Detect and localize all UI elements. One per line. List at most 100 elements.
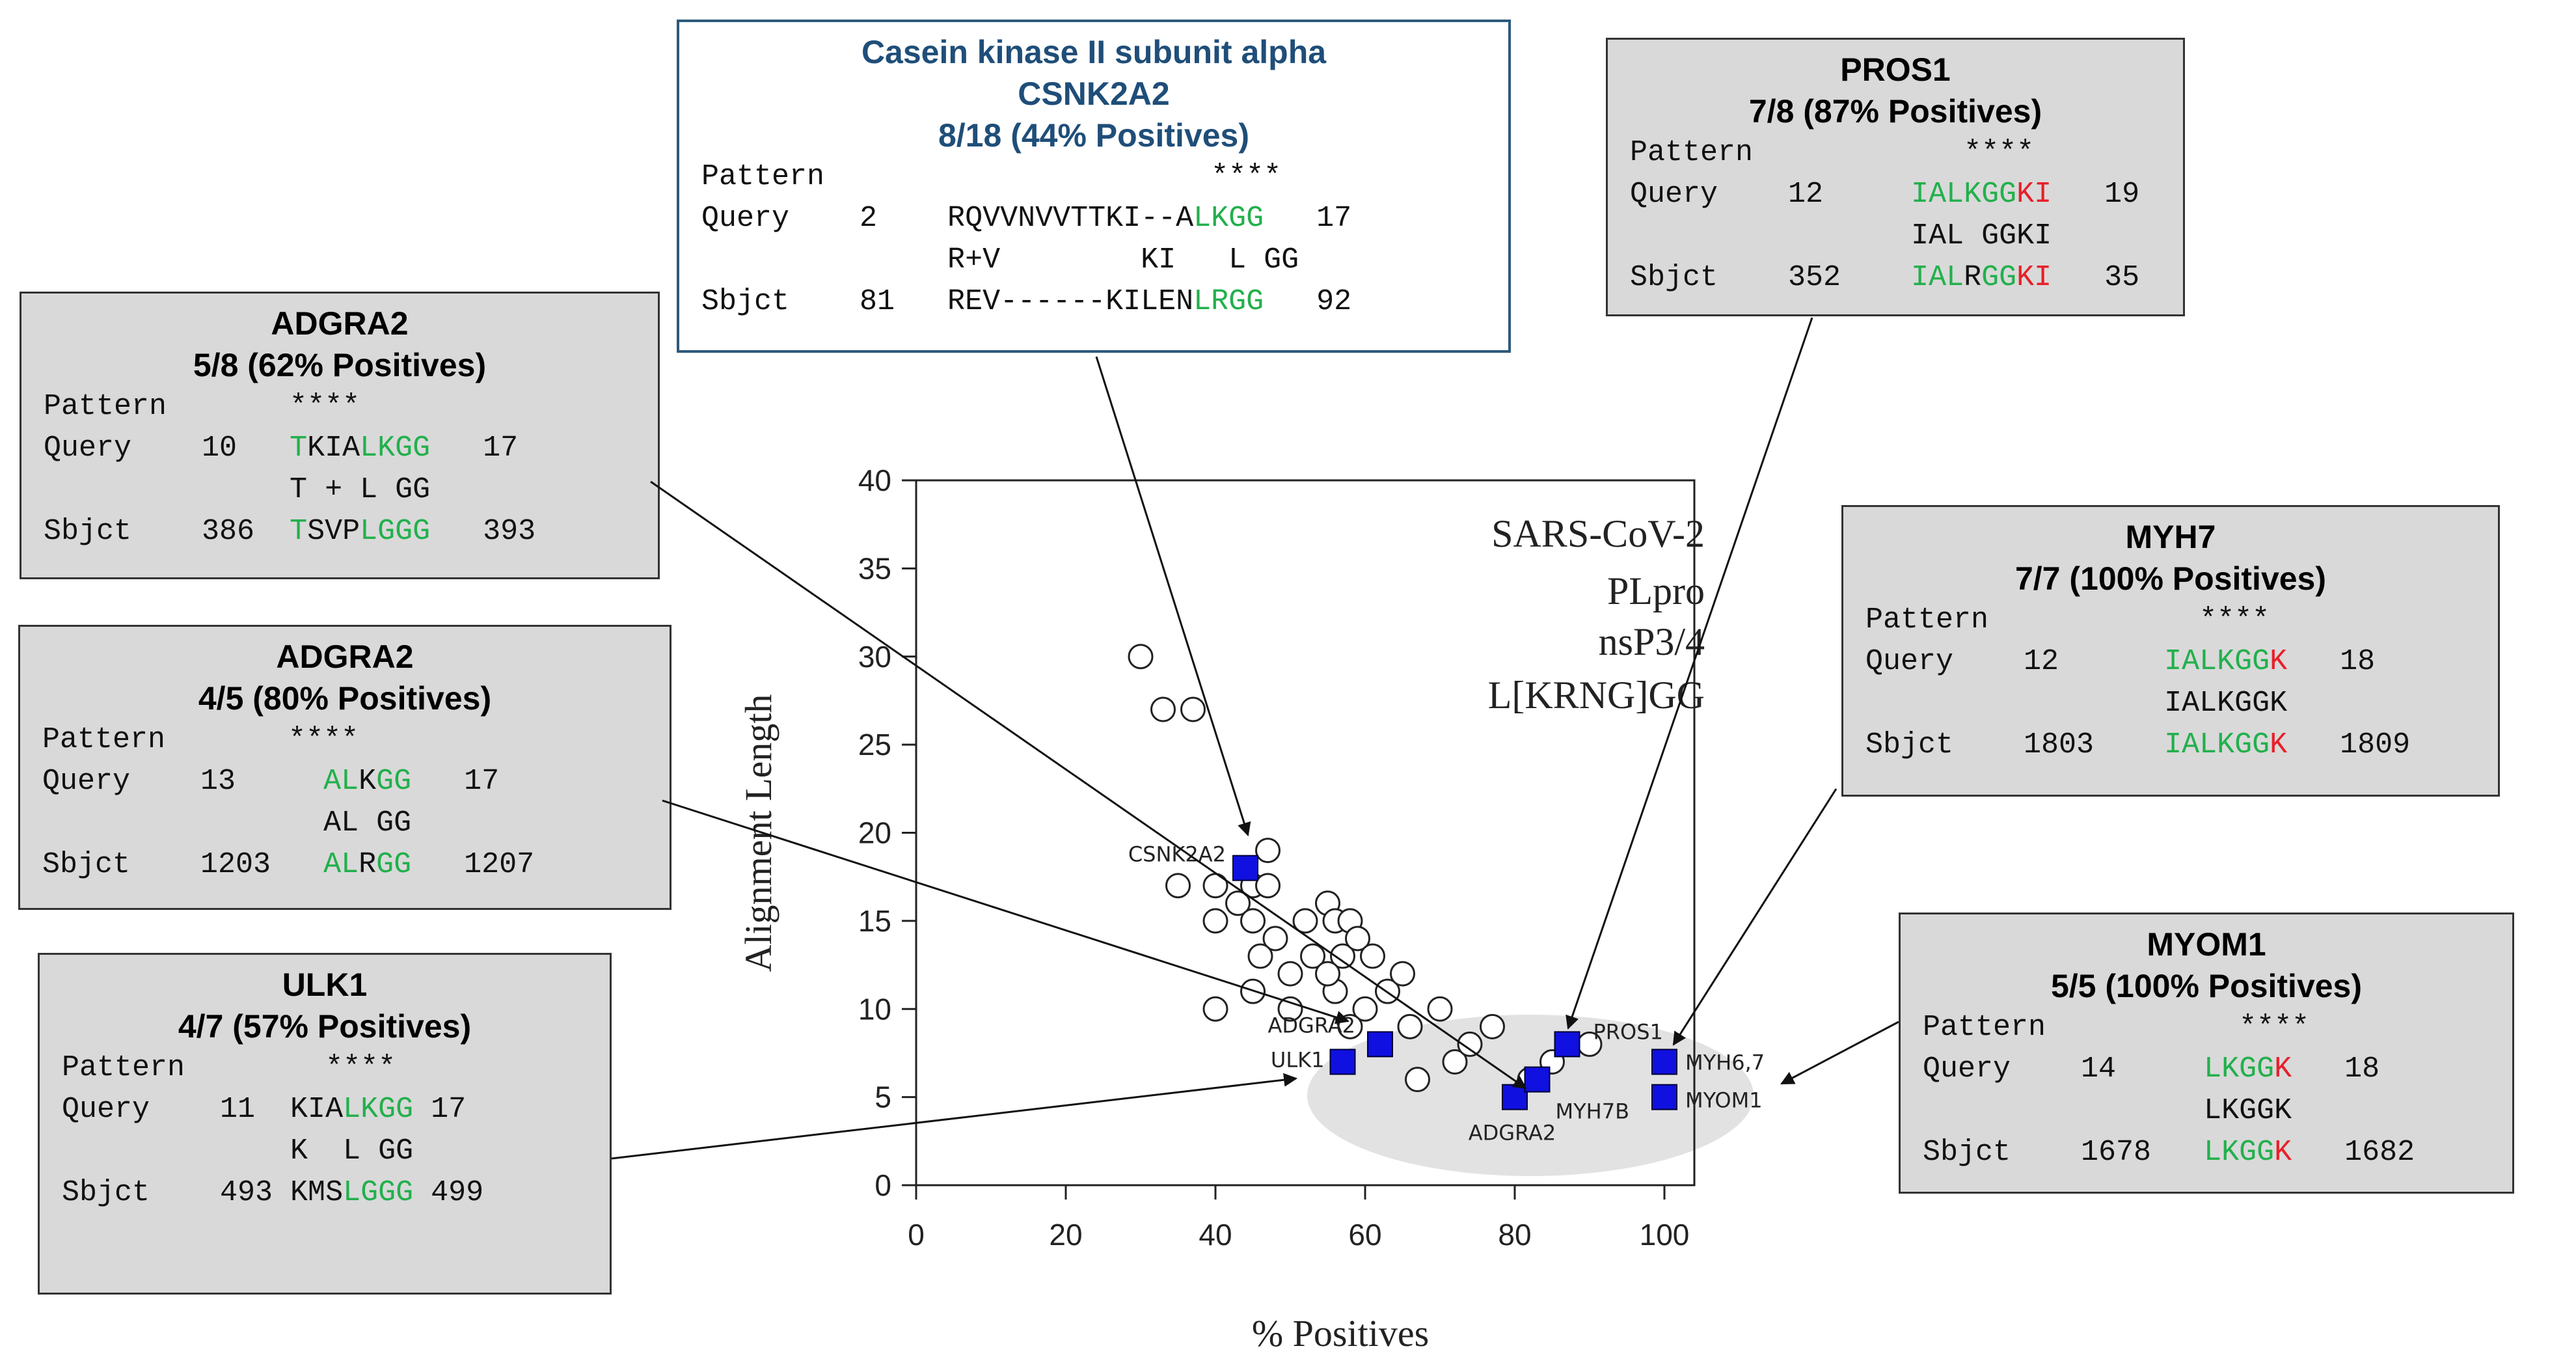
box-header-line: ADGRA2	[271, 305, 409, 342]
alignment-segment: K	[2274, 1052, 2292, 1086]
box-header-line: MYOM1	[2147, 926, 2266, 963]
data-point	[1225, 890, 1251, 916]
alignment-segment: SVP	[307, 515, 360, 548]
box-header-line: 4/5 (80% Positives)	[198, 680, 492, 717]
data-point	[1202, 996, 1228, 1022]
box-header-line: CSNK2A2	[1018, 75, 1170, 112]
alignment-line: Query 11 KIALKGG 17	[40, 1089, 610, 1131]
alignment-segment: Query 2 RQVVNVVTTKI--A	[701, 202, 1194, 235]
alignment-line: Sbjct 386 TSVPLGGG 393	[21, 511, 658, 553]
alignment-segment: LKGG	[2204, 1052, 2275, 1086]
alignment-segment: 1682	[2292, 1136, 2415, 1169]
alignment-segment: Pattern ****	[1630, 136, 2035, 169]
adgra2-62-box: ADGRA2 5/8 (62% Positives) Pattern **** Que…	[20, 292, 660, 579]
data-point	[1247, 943, 1273, 969]
annotation-pattern: L[KRNG]GG	[1488, 674, 1705, 717]
highlighted-point	[1651, 1049, 1677, 1075]
data-point	[1262, 926, 1288, 952]
alignment-segment: Sbjct 493 KMS	[62, 1176, 344, 1209]
alignment-segment: AL	[323, 848, 359, 881]
alignment-segment: 92	[1264, 285, 1352, 318]
alignment-segment: Sbjct 352	[1630, 261, 1912, 294]
alignment-segment: Pattern ****	[42, 723, 359, 756]
alignment-segment: GG	[395, 515, 431, 548]
alignment-line: Pattern ****	[679, 156, 1508, 198]
x-tick-label: 80	[1498, 1218, 1531, 1252]
myom1-box: MYOM1 5/5 (100% Positives) Pattern **** Que…	[1899, 912, 2514, 1194]
alignment-segment: K	[359, 765, 377, 798]
point-label: MYOM1	[1685, 1088, 1763, 1113]
alignment-segment: 1809	[2287, 728, 2411, 761]
data-point	[1405, 1067, 1430, 1093]
alignment-line: T + L GG	[21, 469, 658, 511]
highlighted-point	[1502, 1084, 1528, 1110]
alignment-segment: R	[1964, 261, 1982, 294]
alignment-segment: LKGG	[1193, 202, 1264, 235]
alignment-segment: K	[2274, 1136, 2292, 1169]
alignment-line: Pattern ****	[1901, 1007, 2512, 1049]
alignment-segment: IALKGG	[2164, 728, 2270, 761]
data-point	[1352, 996, 1378, 1022]
alignment-segment: Sbjct 1678	[1923, 1136, 2204, 1169]
alignment-segment: 17	[1264, 202, 1352, 235]
alignment-segment: GG	[378, 1093, 414, 1126]
data-point	[1360, 943, 1385, 969]
y-tick-label: 40	[858, 463, 891, 497]
data-point	[1427, 996, 1453, 1022]
point-label: ADGRA2	[1268, 1013, 1355, 1037]
arrow-myh7	[1672, 788, 1837, 1046]
box-header-line: 4/7 (57% Positives)	[178, 1008, 472, 1045]
alignment-segment: 19	[2052, 178, 2140, 211]
alignment-line: Query 12 IALKGGK 18	[1843, 641, 2498, 683]
data-point	[1480, 1013, 1505, 1039]
data-point	[1277, 996, 1303, 1022]
arrow-adgra2-62	[650, 480, 1527, 1090]
alignment-segment: AL	[323, 765, 359, 798]
alignment-segment: Pattern ****	[44, 390, 360, 423]
alignment-segment: GG	[1981, 261, 2017, 294]
box-header-line: 7/8 (87% Positives)	[1748, 93, 2042, 130]
alignment-line: LKGGK	[1901, 1090, 2512, 1132]
data-point	[1202, 873, 1228, 899]
data-point	[1315, 961, 1340, 987]
alignment-segment: LKGG	[2204, 1136, 2275, 1169]
alignment-segment: R+V KI L GG	[701, 243, 1299, 277]
x-tick-label: 100	[1640, 1218, 1690, 1252]
arrow-csnk2a2	[1095, 356, 1251, 837]
annotation-protease: PLpro	[1607, 569, 1705, 612]
alignment-segment: Query 14	[1923, 1052, 2204, 1086]
alignment-line: Pattern ****	[1843, 599, 2498, 641]
highlighted-point	[1367, 1031, 1393, 1058]
alignment-segment: LK	[360, 432, 396, 465]
alignment-line: Sbjct 1678 LKGGK 1682	[1901, 1132, 2512, 1173]
y-tick-label: 15	[858, 904, 891, 938]
alignment-segment: Pattern ****	[1865, 603, 2270, 637]
alignment-line: Sbjct 493 KMSLGGG 499	[40, 1172, 610, 1214]
alignment-line: Query 14 LKGGK 18	[1901, 1049, 2512, 1090]
data-point	[1240, 908, 1266, 934]
alignment-line: Query 2 RQVVNVVTTKI--ALKGG 17	[679, 198, 1508, 240]
alignment-segment: IALKGG	[2164, 645, 2270, 678]
alignment-line: Query 12 IALKGGKI 19	[1608, 174, 2183, 215]
alignment-segment: GG	[395, 432, 431, 465]
point-label: ULK1	[1271, 1047, 1325, 1072]
data-point	[1292, 908, 1318, 934]
alignment-segment: Query 11 KIA	[62, 1093, 344, 1126]
box-header-line: 7/7 (100% Positives)	[2014, 560, 2327, 597]
x-tick-label: 20	[1049, 1218, 1082, 1252]
data-point	[1277, 961, 1303, 987]
alignment-segment: Query 12	[1865, 645, 2165, 678]
arrow-myom1	[1780, 1021, 1899, 1085]
alignment-segment: K	[2270, 645, 2288, 678]
alignment-segment: AL GG	[42, 806, 412, 840]
data-point	[1128, 644, 1154, 670]
x-tick-label: 0	[908, 1218, 925, 1252]
alignment-line: Pattern ****	[1608, 132, 2183, 174]
alignment-segment: Query 10	[44, 432, 290, 465]
highlighted-point	[1651, 1084, 1677, 1110]
point-label: ADGRA2	[1469, 1121, 1556, 1146]
alignment-line: Pattern ****	[20, 719, 670, 761]
alignment-segment: Sbjct 386	[44, 515, 290, 548]
